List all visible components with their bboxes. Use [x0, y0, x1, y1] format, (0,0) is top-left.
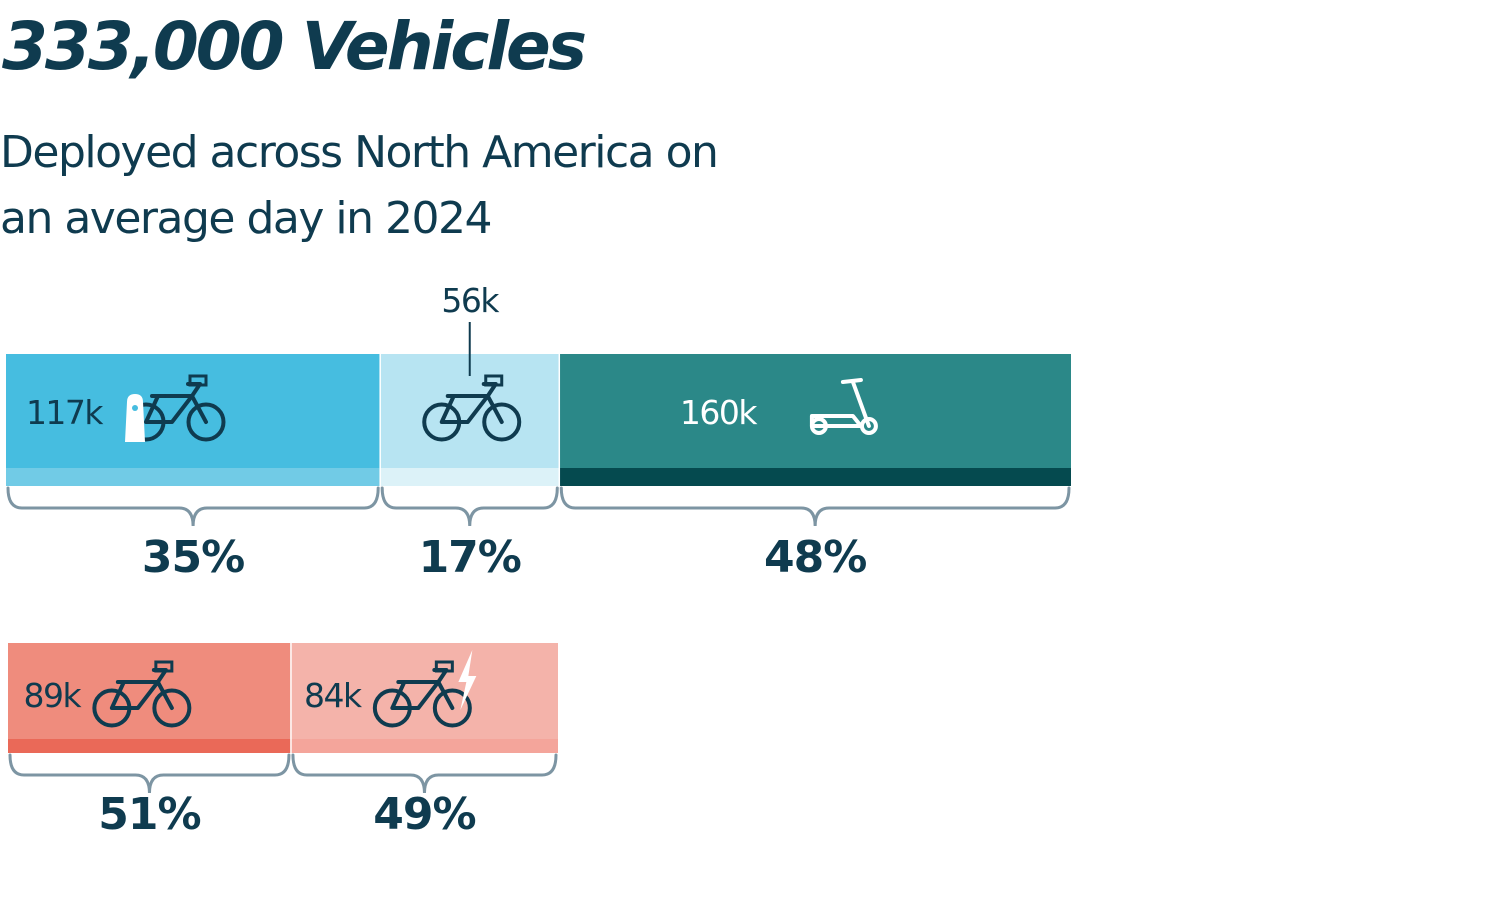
percent-label-2-2: 49% [373, 789, 475, 840]
chart-title: 333,000 Vehicles [2, 8, 587, 85]
subtitle-line-1: Deployed across North America on [0, 127, 719, 178]
dock-icon [124, 394, 145, 442]
value-label-2-1: 89k [24, 676, 83, 715]
value-label-1-1: 117k [26, 393, 104, 432]
value-label-1-3: 160k [680, 393, 758, 432]
segment-brace-1-2 [380, 486, 559, 527]
bar-stripe-1-2 [380, 468, 560, 486]
percent-label-2-1: 51% [98, 789, 200, 840]
segment-brace-1-1 [6, 486, 380, 527]
chart-bars-layer: 35% 117k 17% 56k 48% 160k 51% 89k 49% 84k [6, 281, 1071, 840]
segment-brace-1-3 [559, 486, 1071, 527]
percent-label-1-3: 48% [764, 532, 866, 583]
value-label-1-2: 56k [441, 281, 500, 320]
subtitle-line-2: an average day in 2024 [0, 193, 492, 244]
segment-brace-2-1 [8, 753, 291, 794]
bar-stripe-1-1 [6, 468, 381, 486]
bar-segment-2-1 [8, 643, 291, 753]
value-label-2-2: 84k [304, 676, 363, 715]
percent-label-1-1: 35% [142, 532, 244, 583]
percent-label-1-2: 17% [419, 532, 521, 583]
bar-stripe-1-3 [559, 468, 1071, 486]
bar-stripe-2-1 [8, 739, 291, 753]
segment-brace-2-2 [291, 753, 558, 794]
bar-stripe-2-2 [290, 739, 558, 753]
chart-subtitle: Deployed across North America on an aver… [0, 120, 760, 252]
